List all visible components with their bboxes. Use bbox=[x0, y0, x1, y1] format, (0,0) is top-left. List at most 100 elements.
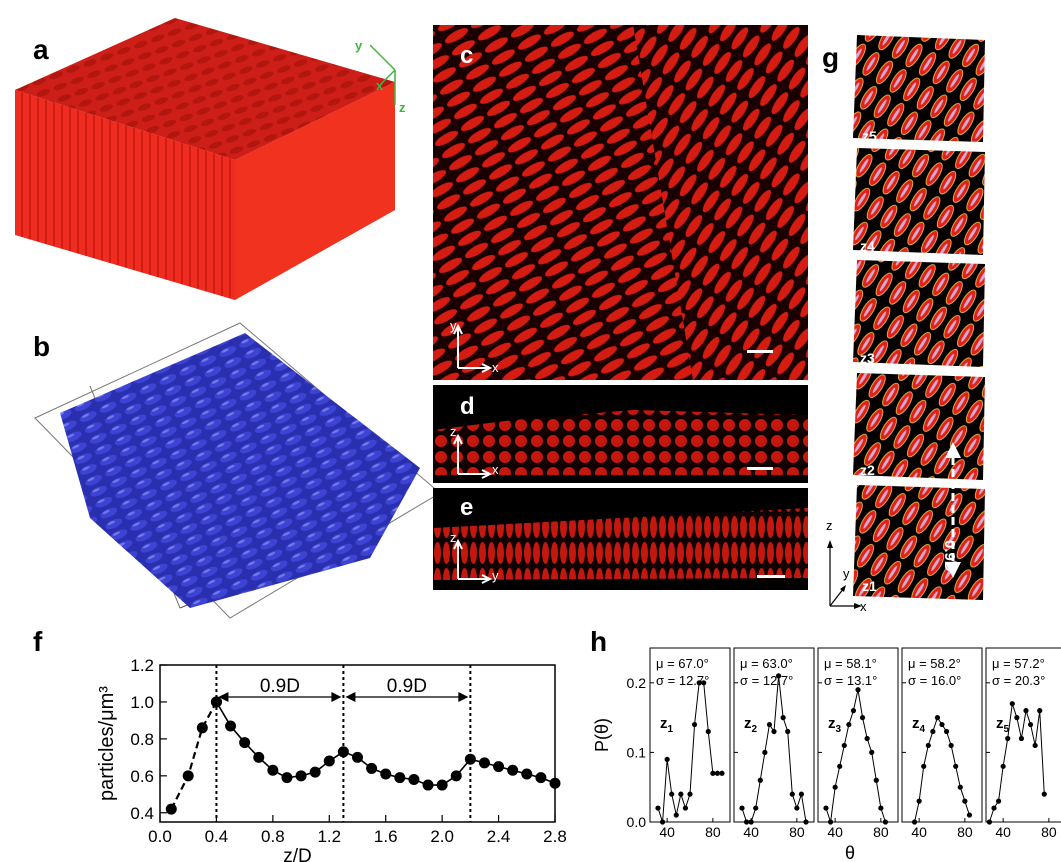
x-tick-label: 2.0 bbox=[430, 827, 454, 846]
panel-g-label-z3: z3 bbox=[860, 350, 875, 366]
data-point bbox=[943, 728, 950, 735]
subplot-name-sub: 5 bbox=[1004, 724, 1010, 735]
panel-g-spacing-label: 0.9D bbox=[941, 540, 958, 572]
data-point bbox=[748, 819, 754, 825]
x-tick-label: 40 bbox=[827, 824, 843, 840]
data-point bbox=[309, 766, 321, 778]
data-point bbox=[422, 779, 434, 791]
subplot-name-sub: 1 bbox=[668, 724, 674, 735]
data-point bbox=[991, 805, 997, 811]
panel-letter-a: a bbox=[33, 34, 49, 65]
panel-e-axis-triad bbox=[453, 538, 492, 584]
spacing-annotation: 0.9D bbox=[387, 676, 427, 697]
sigma-label: σ = 20.3° bbox=[992, 673, 1045, 688]
panel-a-axis-y: y bbox=[355, 38, 363, 53]
data-point bbox=[789, 791, 795, 797]
data-point bbox=[337, 746, 349, 758]
data-point bbox=[864, 735, 870, 742]
data-point bbox=[701, 680, 707, 686]
data-point bbox=[785, 728, 791, 735]
data-point bbox=[771, 728, 777, 735]
data-point bbox=[962, 798, 968, 804]
data-point bbox=[743, 819, 750, 825]
panel-g-slices bbox=[853, 35, 985, 600]
data-point bbox=[921, 763, 927, 769]
panel-g-label-z4: z4 bbox=[860, 238, 875, 254]
data-point bbox=[803, 819, 809, 825]
arrow-head-right bbox=[458, 692, 469, 702]
spacing-annotation: 0.9D bbox=[260, 676, 300, 697]
x-tick-label: 40 bbox=[995, 824, 1011, 840]
data-point bbox=[794, 805, 800, 811]
distribution-line bbox=[825, 689, 886, 823]
data-point bbox=[1027, 721, 1034, 728]
data-point bbox=[995, 798, 1002, 804]
panel-g-axis-x: x bbox=[860, 599, 867, 614]
panel-e-yz-image bbox=[433, 488, 808, 590]
sigma-label: σ = 13.1° bbox=[824, 673, 877, 688]
subplot-frame bbox=[649, 647, 731, 823]
data-point bbox=[1041, 791, 1047, 797]
x-tick-label: 0.4 bbox=[205, 827, 229, 846]
data-point bbox=[535, 772, 547, 784]
data-point bbox=[714, 770, 721, 776]
x-tick-label: 40 bbox=[659, 824, 675, 840]
data-point bbox=[846, 721, 852, 728]
subplot-name: z3 bbox=[828, 715, 842, 735]
data-point bbox=[1032, 742, 1038, 749]
y-tick-label: 1.0 bbox=[130, 693, 154, 712]
data-point bbox=[916, 798, 922, 804]
arrow-head-left bbox=[218, 692, 229, 702]
y-axis-label: P(θ) bbox=[592, 718, 612, 752]
x-tick-label: 80 bbox=[1041, 824, 1057, 840]
data-point bbox=[1009, 701, 1015, 707]
panel-g-label-z2: z2 bbox=[860, 462, 875, 478]
subplot-name: z5 bbox=[996, 715, 1010, 735]
plot-frame bbox=[159, 664, 556, 823]
x-axis-label: z/D bbox=[283, 846, 312, 862]
data-point bbox=[827, 819, 834, 825]
distribution-line bbox=[741, 675, 807, 823]
mu-label: μ = 57.2° bbox=[992, 656, 1045, 671]
panel-g-axis-z: z bbox=[826, 518, 833, 533]
panel-g-label-z1: z1 bbox=[862, 578, 877, 594]
x-tick-label: 2.8 bbox=[543, 827, 567, 846]
data-point bbox=[464, 753, 476, 765]
data-point bbox=[878, 805, 884, 811]
data-point bbox=[281, 772, 293, 784]
data-point bbox=[1023, 708, 1029, 714]
panel-d-axis-x: x bbox=[492, 462, 499, 477]
data-point bbox=[673, 812, 679, 818]
panel-b-ellipsoid-render bbox=[34, 322, 441, 619]
data-point bbox=[823, 805, 829, 811]
sigma-label: σ = 16.0° bbox=[908, 673, 961, 688]
data-point bbox=[766, 721, 773, 728]
data-point bbox=[948, 742, 954, 749]
data-point bbox=[493, 761, 505, 773]
x-tick-label: 40 bbox=[743, 824, 759, 840]
data-point bbox=[780, 715, 786, 721]
data-point bbox=[295, 770, 307, 782]
panel-letter-g: g bbox=[822, 42, 840, 73]
data-point bbox=[1000, 763, 1006, 769]
data-point bbox=[210, 696, 222, 708]
sigma-label: σ = 12.7° bbox=[656, 673, 709, 688]
subplot-frame bbox=[733, 647, 815, 823]
data-point bbox=[1014, 715, 1020, 721]
data-point bbox=[1018, 735, 1025, 742]
panel-a-volume-render bbox=[15, 18, 395, 300]
panel-g-axis-triad bbox=[827, 540, 862, 609]
data-point bbox=[957, 784, 963, 790]
mu-label: μ = 63.0° bbox=[740, 656, 793, 671]
mu-label: μ = 58.2° bbox=[908, 656, 961, 671]
data-point bbox=[837, 763, 843, 769]
y-axis-label: particles/μm³ bbox=[96, 686, 118, 801]
data-point bbox=[757, 777, 763, 783]
data-point bbox=[934, 715, 941, 721]
panel-letter-d: d bbox=[460, 393, 475, 420]
x-tick-label: 80 bbox=[957, 824, 973, 840]
panel-letter-h: h bbox=[590, 626, 608, 657]
panel-c-axis-x: x bbox=[492, 360, 499, 375]
data-point bbox=[953, 763, 959, 769]
panel-a-axis-z: z bbox=[399, 100, 406, 115]
